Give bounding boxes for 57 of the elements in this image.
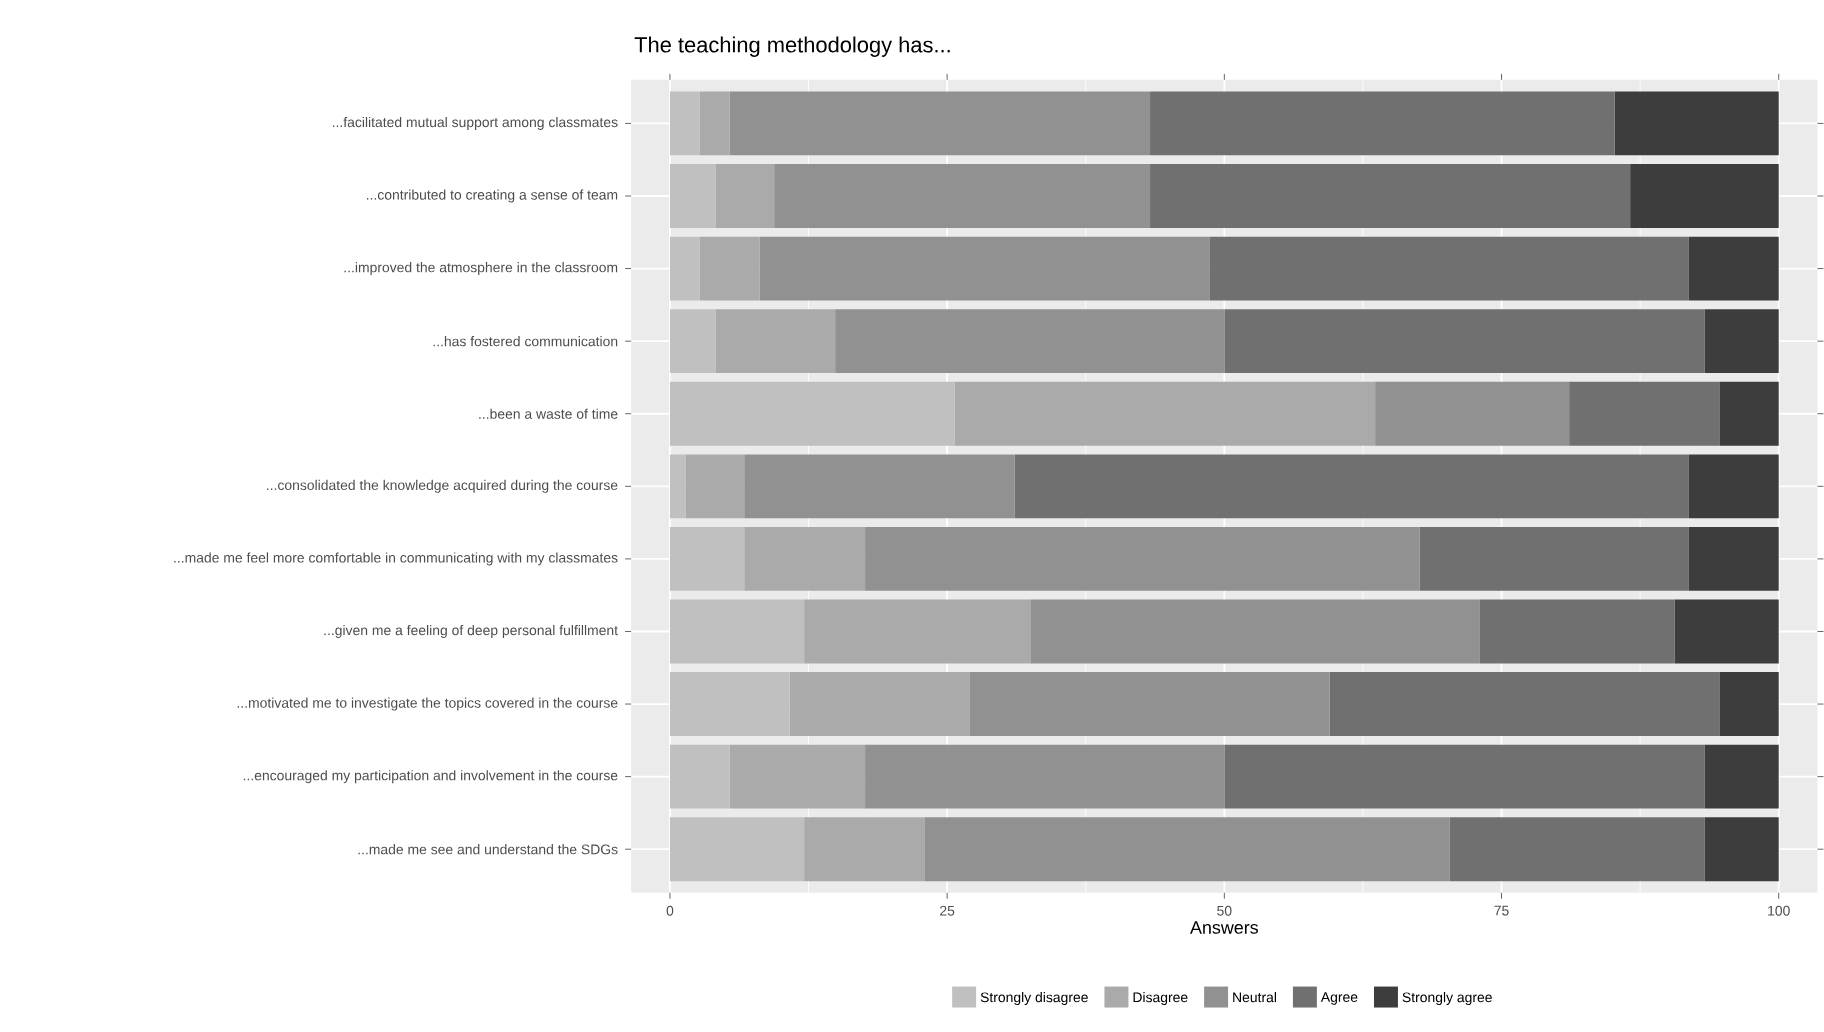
bar — [1569, 381, 1720, 446]
bar — [669, 744, 730, 809]
bar — [669, 381, 955, 446]
bar — [669, 308, 716, 373]
bar — [1704, 817, 1779, 881]
bar — [1329, 671, 1720, 736]
x-axis-title: Answers — [1190, 921, 1258, 934]
bar — [1479, 599, 1675, 664]
bar — [1688, 454, 1779, 518]
bar — [1150, 163, 1631, 228]
bar — [1375, 381, 1570, 446]
bar — [1224, 744, 1705, 809]
bar — [1150, 91, 1615, 156]
bar — [1704, 744, 1779, 809]
bar — [1674, 599, 1779, 664]
bar — [669, 817, 805, 881]
bar — [804, 817, 925, 881]
bar — [759, 236, 1210, 301]
bar — [865, 744, 1225, 809]
bar — [1688, 236, 1779, 301]
bar — [669, 91, 700, 156]
bar — [729, 91, 1151, 156]
bar — [969, 671, 1330, 736]
bar — [954, 381, 1376, 446]
bar — [699, 236, 760, 301]
bar — [669, 236, 700, 301]
bar — [774, 163, 1151, 228]
bar — [1719, 671, 1779, 736]
bar — [1419, 526, 1689, 591]
bar — [865, 526, 1420, 591]
bar — [669, 526, 745, 591]
bar — [1688, 526, 1779, 591]
bar — [744, 454, 1015, 518]
bar — [669, 671, 790, 736]
bar — [835, 308, 1225, 373]
bar — [1614, 91, 1779, 156]
bar — [1209, 236, 1689, 301]
bar — [715, 308, 836, 373]
bar — [669, 599, 805, 664]
bar — [1030, 599, 1480, 664]
bar — [1704, 308, 1779, 373]
bar — [685, 454, 745, 518]
bar — [715, 163, 775, 228]
bar — [1224, 308, 1705, 373]
bar — [744, 526, 866, 591]
bar — [699, 91, 730, 156]
bar — [1014, 454, 1689, 518]
bar — [804, 599, 1031, 664]
bar — [1630, 163, 1779, 228]
chart-title: The teaching methodology has... — [634, 36, 950, 57]
bar — [669, 454, 686, 518]
bar — [924, 817, 1450, 881]
bar — [669, 163, 716, 228]
bar — [1719, 381, 1779, 446]
bar — [1449, 817, 1705, 881]
bar — [789, 671, 970, 736]
bar — [729, 744, 866, 809]
